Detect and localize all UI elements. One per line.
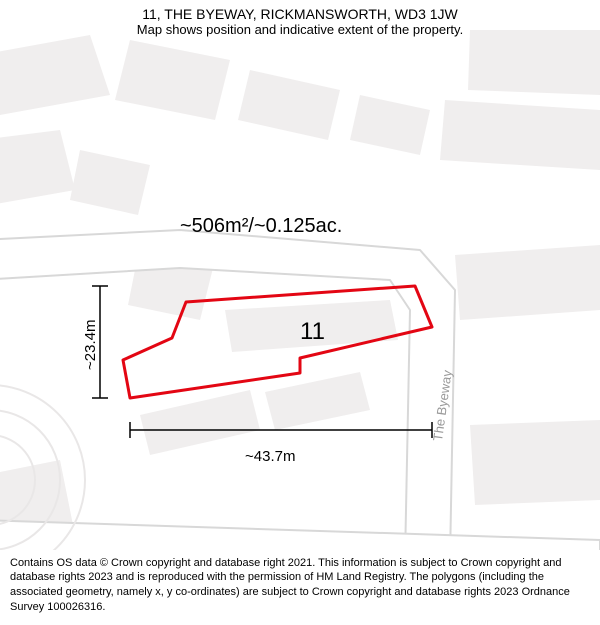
header: 11, THE BYEWAY, RICKMANSWORTH, WD3 1JW M…	[0, 0, 600, 41]
page-subtitle: Map shows position and indicative extent…	[10, 22, 590, 37]
height-dimension-label: ~23.4m	[82, 320, 99, 370]
copyright-footer: Contains OS data © Crown copyright and d…	[0, 550, 600, 625]
width-dimension-label: ~43.7m	[245, 448, 295, 465]
page-title: 11, THE BYEWAY, RICKMANSWORTH, WD3 1JW	[10, 6, 590, 22]
property-map	[0, 0, 600, 560]
house-number-label: 11	[300, 318, 325, 346]
area-label: ~506m²/~0.125ac.	[180, 215, 342, 238]
